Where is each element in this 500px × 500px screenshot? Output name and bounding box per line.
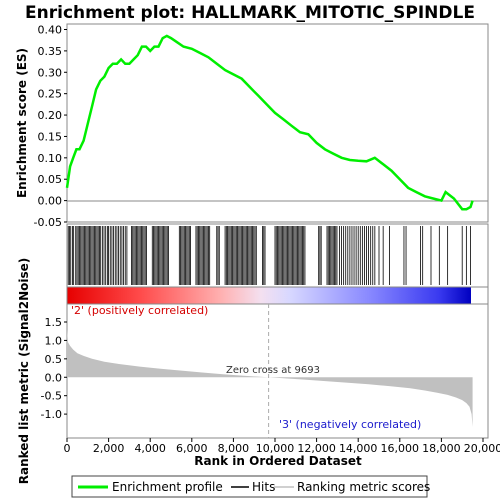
x-tick-label: 20,000 [464, 442, 500, 455]
es-panel-frame [67, 24, 488, 222]
metric-y-tick-label: -0.5 [41, 390, 62, 403]
positive-correlation-label: '2' (positively correlated) [71, 304, 208, 317]
x-ticks: 0 2,000 4,000 6,000 8,000 10,000 12,000 14,000 1… [64, 438, 500, 455]
metric-y-tick-label: -1.0 [41, 408, 62, 421]
es-y-axis-label: Enrichment score (ES) [15, 48, 29, 198]
metric-y-tick-label: 0.5 [45, 353, 63, 366]
es-y-tick-label: 0.15 [38, 130, 63, 143]
legend-hits-label: Hits [252, 480, 275, 494]
es-y-tick-label: 0.25 [38, 88, 63, 101]
es-y-tick-label: 0.40 [38, 24, 63, 37]
es-y-tick-label: 0.10 [38, 152, 63, 165]
x-tick-label: 4,000 [134, 442, 166, 455]
negative-correlation-label: '3' (negatively correlated) [279, 418, 421, 431]
x-tick-label: 18,000 [422, 442, 461, 455]
x-tick-label: 16,000 [381, 442, 420, 455]
metric-y-tick-label: 1.5 [45, 316, 63, 329]
metric-y-tick-label: 0.0 [45, 371, 63, 384]
legend-metric-label: Ranking metric scores [297, 480, 430, 494]
es-y-tick-label: 0.20 [38, 109, 63, 122]
metric-y-ticks: 1.5 1.0 0.5 0.0 -0.5 -1.0 [41, 316, 67, 421]
x-tick-label: 2,000 [93, 442, 125, 455]
x-axis-label: Rank in Ordered Dataset [194, 454, 362, 468]
es-y-tick-label: 0.30 [38, 66, 63, 79]
ranking-color-bar [67, 287, 471, 304]
chart-title: Enrichment plot: HALLMARK_MITOTIC_SPINDL… [25, 3, 475, 23]
es-y-tick-label: 0.35 [38, 45, 63, 58]
es-y-tick-label: -0.05 [34, 216, 62, 229]
metric-y-axis-label: Ranked list metric (Signal2Noise) [17, 258, 31, 485]
x-tick-label: 0 [64, 442, 71, 455]
legend-enrichment-label: Enrichment profile [112, 480, 223, 494]
zero-cross-label: Zero cross at 9693 [226, 365, 320, 376]
metric-y-tick-label: 1.0 [45, 334, 63, 347]
es-y-tick-label: 0.00 [38, 195, 63, 208]
es-y-tick-label: 0.05 [38, 173, 63, 186]
es-y-ticks: 0.40 0.35 0.30 0.25 0.20 0.15 0.10 0.05 0.00 -0.0… [34, 24, 67, 230]
